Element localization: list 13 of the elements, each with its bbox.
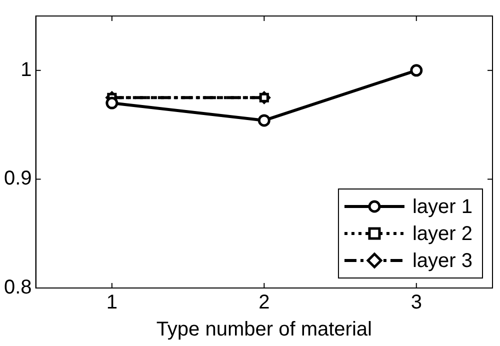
x-tick-label: 3 xyxy=(410,292,422,314)
x-axis-title: Type number of material xyxy=(156,318,372,341)
x-tick-label: 1 xyxy=(106,292,118,314)
y-tick-label: 0.9 xyxy=(4,168,32,190)
legend-label: layer 1 xyxy=(412,196,472,218)
point xyxy=(106,96,118,110)
y-tick-label: 0.8 xyxy=(4,276,32,299)
point xyxy=(410,64,423,77)
y-tick-label: 1 xyxy=(20,58,32,81)
point xyxy=(258,114,270,127)
legend-label: layer 3 xyxy=(412,250,472,272)
legend-label: layer 2 xyxy=(412,223,472,246)
x-tick-label: 2 xyxy=(258,292,270,314)
